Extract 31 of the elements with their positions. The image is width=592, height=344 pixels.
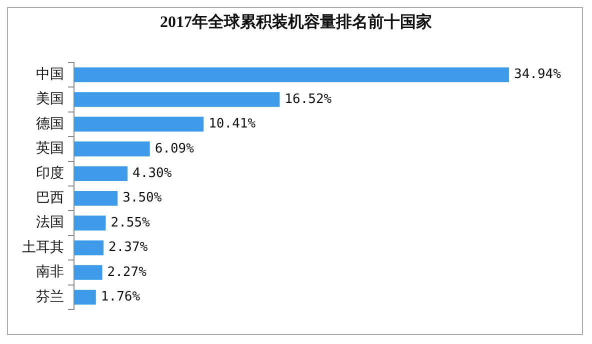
bar xyxy=(74,67,510,82)
y-tick-label: 印度 xyxy=(36,165,64,182)
y-tick-label: 美国 xyxy=(36,91,64,108)
y-tick-label: 芬兰 xyxy=(36,288,64,305)
data-label: 2.37% xyxy=(108,240,148,256)
bar xyxy=(74,216,106,230)
y-tick-label: 法国 xyxy=(36,214,64,231)
y-tick-label: 巴西 xyxy=(36,190,64,206)
y-tick-label: 土耳其 xyxy=(22,239,64,256)
data-label: 10.41% xyxy=(208,116,256,132)
y-tick-label: 德国 xyxy=(36,116,64,132)
bar xyxy=(74,116,204,132)
data-label: 2.55% xyxy=(110,215,150,230)
data-label: 2.27% xyxy=(107,264,147,280)
data-label: 1.76% xyxy=(100,290,140,305)
y-tick-label: 英国 xyxy=(36,140,64,157)
bar xyxy=(74,142,150,156)
data-label: 3.50% xyxy=(122,190,162,206)
data-label: 6.09% xyxy=(154,141,194,156)
y-tick-label: 南非 xyxy=(36,264,64,280)
bar xyxy=(74,240,104,256)
data-label: 4.30% xyxy=(132,166,172,182)
data-label: 34.94% xyxy=(514,67,562,82)
data-label: 16.52% xyxy=(284,92,332,107)
bar xyxy=(74,290,96,305)
bar xyxy=(74,166,128,182)
bar xyxy=(74,92,280,107)
chart-title: 2017年全球累积装机容量排名前十国家 xyxy=(159,12,433,33)
bar xyxy=(74,190,118,206)
y-tick-label: 中国 xyxy=(36,66,64,82)
bar xyxy=(74,265,102,280)
